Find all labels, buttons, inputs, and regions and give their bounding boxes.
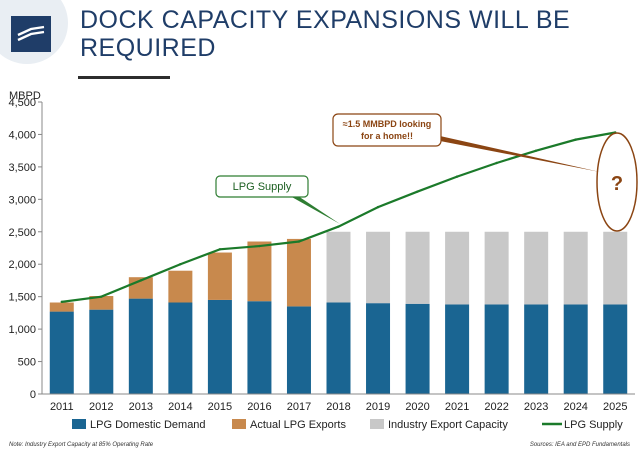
export-capacity-bar — [326, 231, 351, 303]
domestic-demand-bar — [524, 304, 549, 394]
export-capacity-bar — [603, 231, 628, 305]
y-tick-label: 1,500 — [8, 292, 36, 304]
legend-swatch — [370, 419, 384, 429]
surplus-callout-line-1: ≈1.5 MMBPD looking — [343, 119, 431, 129]
domestic-demand-bar — [366, 303, 391, 394]
lpg-supply-point — [139, 279, 143, 282]
lpg-supply-point — [258, 244, 261, 248]
x-tick-label: 2022 — [484, 401, 508, 413]
lpg-supply-point — [495, 161, 498, 165]
domestic-demand-bar — [286, 306, 311, 394]
domestic-demand-bar — [326, 302, 351, 394]
x-tick-label: 2013 — [129, 401, 153, 413]
question-mark-annotation: ? — [611, 173, 623, 195]
domestic-demand-bar — [484, 304, 509, 394]
y-tick-label: 4,000 — [8, 129, 36, 141]
domestic-demand-bar — [563, 304, 588, 394]
domestic-demand-bar — [405, 303, 430, 394]
lpg-supply-point — [218, 248, 222, 251]
surplus-callout-line-2: for a home!! — [361, 131, 413, 141]
lpg-supply-point — [337, 225, 340, 228]
footnote: Note: Industry Export Capacity at 85% Op… — [9, 442, 154, 448]
domestic-demand-bar — [603, 304, 628, 394]
x-tick-label: 2019 — [366, 401, 390, 413]
company-logo — [11, 16, 51, 52]
lpg-supply-point — [574, 138, 577, 141]
lpg-supply-point — [297, 240, 301, 243]
lpg-supply-point — [179, 263, 182, 266]
surplus-callout: ≈1.5 MMBPD looking for a home!! ? — [332, 113, 638, 232]
actual-exports-bar — [168, 270, 193, 303]
x-tick-label: 2014 — [168, 401, 192, 413]
export-capacity-bar — [484, 231, 509, 305]
lpg-supply-point — [100, 295, 103, 298]
export-capacity-bar — [405, 231, 430, 304]
export-capacity-bar — [563, 231, 588, 305]
legend-label: Industry Export Capacity — [388, 419, 508, 431]
legend-swatch — [232, 419, 246, 429]
lpg-supply-callout-pointer — [290, 196, 340, 224]
x-tick-label: 2016 — [247, 401, 271, 413]
y-tick-label: 3,000 — [8, 194, 36, 206]
x-tick-label: 2015 — [208, 401, 232, 413]
lpg-supply-point — [60, 300, 63, 304]
legend-label: Actual LPG Exports — [250, 419, 346, 431]
legend-label: LPG Domestic Demand — [90, 419, 206, 431]
lpg-supply-callout-text: LPG Supply — [233, 181, 292, 193]
source-note: Sources: IEA and EPD Fundamentals — [529, 442, 630, 448]
lpg-supply-callout-box — [215, 175, 309, 198]
export-capacity-bar — [524, 231, 549, 305]
legend-swatch — [72, 419, 86, 429]
y-tick-label: 2,000 — [8, 259, 36, 271]
x-tick-label: 2025 — [603, 401, 627, 413]
y-tick-label: 1,000 — [8, 324, 36, 336]
export-capacity-bar — [366, 231, 391, 304]
x-tick-label: 2012 — [89, 401, 113, 413]
actual-exports-bar — [247, 241, 272, 302]
bar-series — [49, 231, 628, 394]
page-title: DOCK CAPACITY EXPANSIONS WILL BE REQUIRE… — [80, 6, 571, 62]
x-tick-label: 2024 — [563, 401, 587, 413]
y-tick-label: 0 — [30, 389, 36, 401]
x-tick-label: 2023 — [524, 401, 548, 413]
y-tick-label: 4,500 — [8, 97, 36, 109]
y-tick-label: 2,500 — [8, 227, 36, 239]
export-capacity-bar — [445, 231, 470, 305]
lpg-supply-point — [416, 190, 419, 193]
actual-exports-bar — [207, 252, 232, 300]
y-tick-label: 500 — [18, 357, 36, 369]
gap-highlight-ellipse — [596, 132, 638, 232]
domestic-demand-bar — [207, 299, 232, 394]
chart-legend: LPG Domestic Demand Actual LPG Exports Ind… — [72, 419, 623, 431]
domestic-demand-bar — [89, 309, 114, 394]
domestic-demand-bar — [445, 304, 470, 394]
lpg-supply-point — [455, 175, 459, 178]
domestic-demand-bar — [168, 302, 193, 394]
actual-exports-bar — [49, 302, 74, 312]
actual-exports-bar — [286, 238, 311, 307]
domestic-demand-bar — [247, 301, 272, 394]
header: DOCK CAPACITY EXPANSIONS WILL BE REQUIRE… — [0, 0, 640, 80]
actual-exports-bar — [89, 296, 114, 310]
x-tick-label: 2011 — [50, 401, 74, 413]
surplus-callout-pointer — [440, 136, 600, 172]
y-axis: 0 500 1,000 1,500 2,000 2,500 3,000 3,500 4,000 4… — [8, 97, 43, 401]
y-axis-unit-label: MBPD — [9, 90, 41, 102]
x-tick-label: 2021 — [445, 401, 469, 413]
x-tick-label: 2018 — [326, 401, 350, 413]
legend-label: LPG Supply — [564, 419, 623, 431]
lpg-supply-point — [376, 205, 380, 209]
domestic-demand-bar — [128, 298, 153, 394]
lpg-supply-callout: LPG Supply — [215, 175, 340, 224]
x-tick-label: 2020 — [405, 401, 429, 413]
surplus-callout-box — [332, 113, 442, 147]
x-axis: 2011 2012 2013 2014 2015 2016 2017 2018 2019 2020… — [42, 393, 635, 413]
x-tick-label: 2017 — [287, 401, 311, 413]
title-underline — [78, 76, 170, 79]
lpg-supply-point — [534, 149, 538, 152]
y-tick-label: 3,500 — [8, 162, 36, 174]
domestic-demand-bar — [49, 311, 74, 394]
